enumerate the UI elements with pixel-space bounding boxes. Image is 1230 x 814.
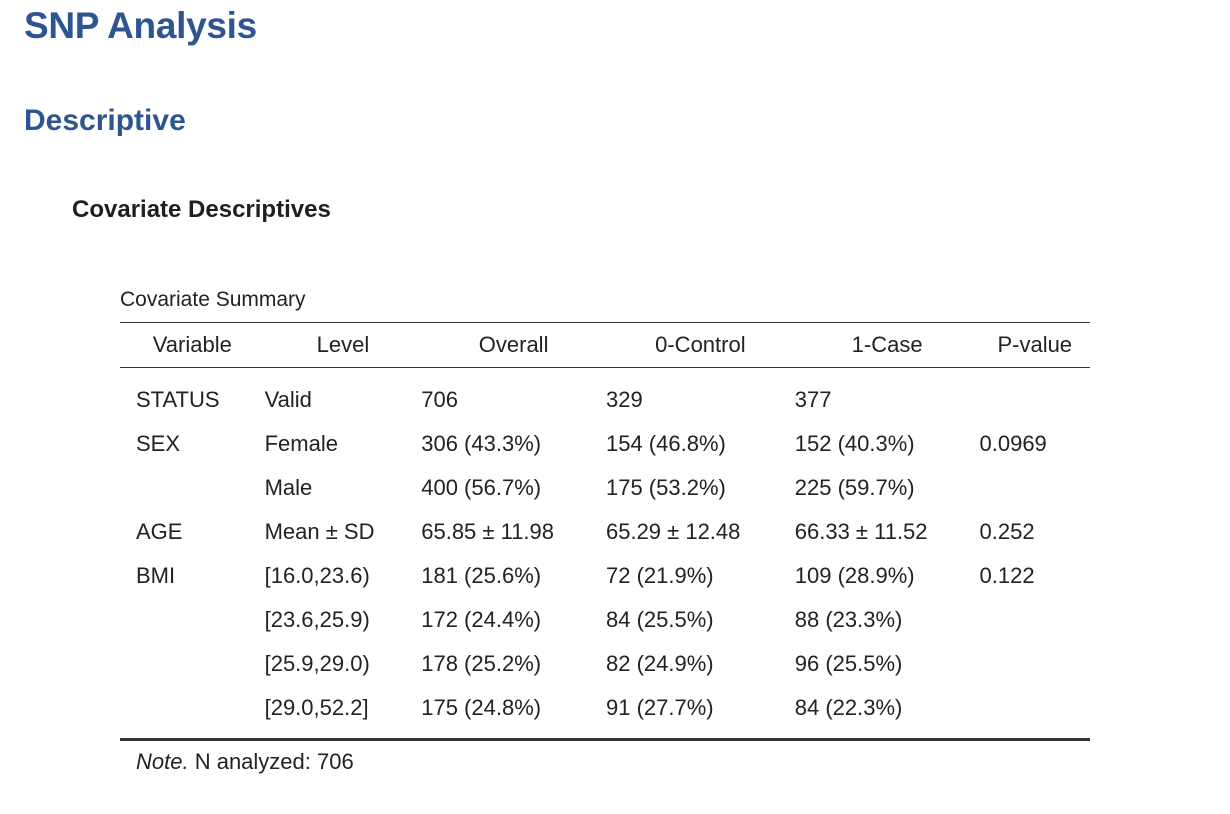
cell-control: 84 (25.5%): [605, 607, 714, 632]
table-note-row: Note. N analyzed: 706: [120, 738, 1090, 793]
cell-p-value: 0.252: [979, 519, 1035, 544]
table-row: [29.0,52.2] 175 (24.8%) 91 (27.7%) 84 (22.3…: [120, 686, 1090, 740]
cell-overall: 175 (24.8%): [421, 695, 542, 720]
column-header-p-value: P-value: [979, 322, 1090, 368]
cell-case: 96 (25.5%): [794, 651, 903, 676]
table-note: Note. N analyzed: 706: [120, 738, 1090, 793]
table-body: STATUS Valid 706 329 377 SEX Female 306 (43.3%)…: [120, 368, 1090, 740]
cell-control: 329: [605, 387, 643, 412]
column-header-overall: Overall: [421, 322, 606, 368]
cell-control: 91 (27.7%): [605, 695, 714, 720]
cell-case: 66.33 ± 11.52: [794, 519, 928, 544]
section-heading-descriptive: Descriptive: [24, 104, 186, 137]
table-note-text: N analyzed: 706: [188, 749, 354, 774]
covariate-summary-table-container: Covariate Summary Variable Level Overall…: [120, 286, 1090, 793]
cell-level: Mean ± SD: [264, 519, 375, 544]
cell-level: [25.9,29.0): [264, 651, 370, 676]
cell-p-value: [980, 642, 1091, 686]
cell-control: 72 (21.9%): [605, 563, 714, 588]
cell-overall: 706: [421, 387, 458, 412]
table-header-row: Variable Level Overall 0-Control 1-Case …: [120, 322, 1090, 368]
column-header-level: Level: [264, 322, 422, 368]
cell-p-value: [980, 466, 1091, 510]
cell-variable: SEX: [136, 431, 181, 456]
cell-variable: AGE: [136, 519, 183, 544]
table-row: [25.9,29.0) 178 (25.2%) 82 (24.9%) 96 (25.5…: [120, 642, 1090, 686]
column-header-control: 0-Control: [605, 322, 795, 368]
cell-level: [23.6,25.9): [264, 607, 370, 632]
cell-case: 152 (40.3%): [794, 431, 915, 456]
cell-case: 88 (23.3%): [794, 607, 903, 632]
cell-level: [29.0,52.2]: [264, 695, 369, 720]
cell-level: Female: [264, 431, 338, 456]
cell-variable: [120, 686, 265, 740]
cell-case: 84 (22.3%): [794, 695, 903, 720]
table-row: BMI [16.0,23.6) 181 (25.6%) 72 (21.9%) 109 (…: [120, 554, 1090, 598]
cell-overall: 181 (25.6%): [421, 563, 542, 588]
cell-control: 82 (24.9%): [605, 651, 714, 676]
table-row: [23.6,25.9) 172 (24.4%) 84 (25.5%) 88 (23.3…: [120, 598, 1090, 642]
cell-control: 154 (46.8%): [605, 431, 726, 456]
cell-variable: BMI: [136, 563, 176, 588]
column-header-case: 1-Case: [794, 322, 980, 368]
table-caption: Covariate Summary: [120, 288, 306, 311]
cell-p-value: 0.122: [979, 563, 1035, 588]
cell-variable: [120, 466, 265, 510]
cell-p-value: [980, 598, 1091, 642]
cell-overall: 400 (56.7%): [421, 475, 542, 500]
page-title: SNP Analysis: [24, 5, 257, 46]
subsection-heading-covariate-descriptives: Covariate Descriptives: [72, 196, 331, 223]
table-row: Male 400 (56.7%) 175 (53.2%) 225 (59.7%): [120, 466, 1090, 510]
table-row: SEX Female 306 (43.3%) 154 (46.8%) 152 (40.3…: [120, 422, 1090, 466]
cell-level: Valid: [264, 387, 312, 412]
cell-variable: [120, 642, 265, 686]
table-row: STATUS Valid 706 329 377: [120, 368, 1090, 423]
cell-p-value: 0.0969: [979, 431, 1047, 456]
cell-overall: 172 (24.4%): [421, 607, 542, 632]
cell-variable: STATUS: [136, 387, 220, 412]
cell-overall: 65.85 ± 11.98: [421, 519, 555, 544]
cell-overall: 178 (25.2%): [421, 651, 542, 676]
cell-control: 175 (53.2%): [605, 475, 726, 500]
cell-p-value: [980, 368, 1091, 423]
cell-case: 109 (28.9%): [794, 563, 915, 588]
cell-case: 377: [794, 387, 832, 412]
cell-case: 225 (59.7%): [794, 475, 915, 500]
cell-control: 65.29 ± 12.48: [605, 519, 741, 544]
covariate-summary-table: Variable Level Overall 0-Control 1-Case …: [120, 322, 1090, 793]
cell-variable: [120, 598, 265, 642]
cell-level: [16.0,23.6): [264, 563, 370, 588]
table-note-label: Note.: [136, 749, 189, 774]
column-header-variable: Variable: [120, 322, 265, 368]
table-row: AGE Mean ± SD 65.85 ± 11.98 65.29 ± 12.48 66…: [120, 510, 1090, 554]
cell-overall: 306 (43.3%): [421, 431, 542, 456]
cell-p-value: [980, 686, 1091, 740]
cell-level: Male: [264, 475, 313, 500]
